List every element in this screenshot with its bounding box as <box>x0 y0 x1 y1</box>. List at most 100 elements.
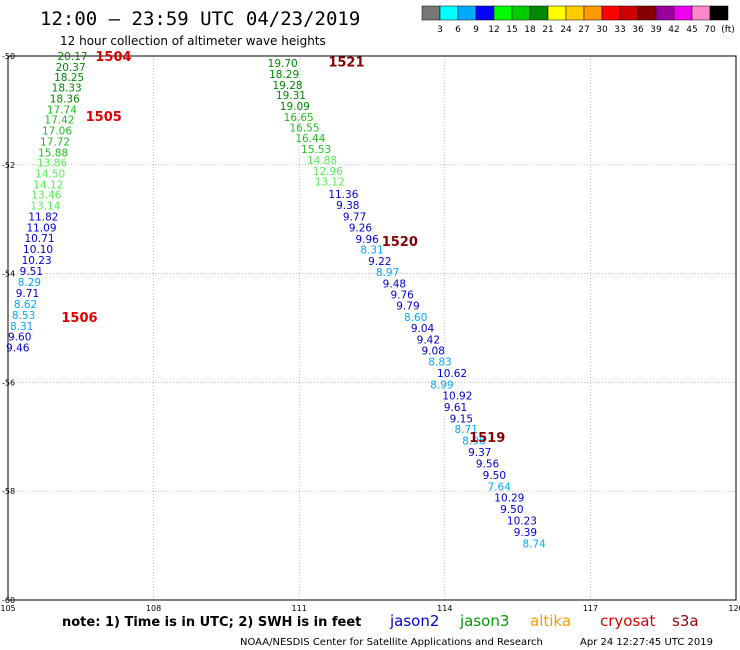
colorbar-label: 39 <box>650 25 662 35</box>
pass-label: 1519 <box>469 431 505 446</box>
wave-height-point: 18.33 <box>52 83 82 95</box>
x-tick-label: 117 <box>583 604 598 613</box>
colorbar-label: 70 <box>704 25 716 35</box>
wave-height-point: 9.46 <box>6 343 30 355</box>
x-tick-label: 120 <box>728 604 740 613</box>
colorbar-label: 27 <box>578 25 589 35</box>
colorbar-label: 9 <box>473 25 479 35</box>
colorbar-legend: 3 6 9 12 15 18 21 24 27 30 33 36 39 42 45 70 (ft) <box>421 5 735 35</box>
colorbar-label: 12 <box>488 25 499 35</box>
satellite-legend-item: cryosat <box>600 612 655 630</box>
wave-height-point: 9.77 <box>343 211 366 223</box>
wave-height-point: 9.56 <box>476 458 500 470</box>
colorbar-swatch <box>691 5 711 21</box>
wave-height-point: 8.31 <box>10 321 33 333</box>
wave-height-point: 9.08 <box>422 345 445 357</box>
colorbar-swatch <box>475 5 495 21</box>
colorbar-swatch <box>655 5 675 21</box>
satellite-legend-item: altika <box>530 612 571 630</box>
wave-height-point: 10.62 <box>437 368 467 380</box>
x-tick-label: 114 <box>437 604 452 613</box>
wave-height-point: 16.65 <box>284 112 314 124</box>
wave-height-point: 9.48 <box>383 278 406 290</box>
wave-height-point: 9.51 <box>20 266 43 278</box>
colorbar-swatch <box>601 5 621 21</box>
wave-height-point: 9.60 <box>8 332 31 344</box>
wave-height-point: 15.88 <box>38 147 68 159</box>
footer-credit: NOAA/NESDIS Center for Satellite Applica… <box>240 637 543 648</box>
wave-height-point: 17.74 <box>47 104 77 116</box>
wave-height-point: 13.46 <box>31 190 61 202</box>
colorbar-label: 24 <box>560 25 572 35</box>
wave-height-point: 10.23 <box>22 255 52 267</box>
footer-note: note: 1) Time is in UTC; 2) SWH is in fe… <box>62 615 361 630</box>
wave-height-point: 8.71 <box>455 424 478 436</box>
colorbar-swatch <box>637 5 657 21</box>
colorbar-swatch <box>709 5 729 21</box>
colorbar-swatch <box>547 5 567 21</box>
colorbar-label: 45 <box>686 25 697 35</box>
wave-height-point: 10.29 <box>494 493 524 505</box>
colorbar-swatch <box>511 5 531 21</box>
wave-height-point: 13.14 <box>30 201 60 213</box>
wave-height-point: 8.74 <box>522 538 546 550</box>
satellite-legend: jason2 jason3 altika cryosat s3a <box>389 612 699 630</box>
colorbar-swatch <box>619 5 639 21</box>
satellite-legend-item: jason2 <box>389 612 439 630</box>
wave-height-point: 9.22 <box>368 256 391 268</box>
wave-height-point: 16.44 <box>295 133 325 145</box>
wave-height-point: 18.29 <box>269 69 299 81</box>
data-points: 20.1720.3718.2518.3318.3617.7417.4217.06… <box>6 51 546 550</box>
wave-height-point: 14.88 <box>307 155 337 167</box>
y-tick-label: -52 <box>2 161 15 170</box>
chart-subtitle: 12 hour collection of altimeter wave hei… <box>60 34 326 48</box>
colorbar-label: 21 <box>542 25 553 35</box>
wave-height-point: 10.10 <box>23 244 53 256</box>
wave-height-point: 8.53 <box>12 310 35 322</box>
wave-height-point: 8.97 <box>376 267 399 279</box>
wave-height-point: 9.42 <box>417 334 440 346</box>
y-tick-label: -58 <box>2 487 15 496</box>
colorbar-swatch <box>493 5 513 21</box>
x-tick-label: 105 <box>0 604 15 613</box>
chart-title: 12:00 – 23:59 UTC 04/23/2019 <box>40 8 360 30</box>
wave-height-point: 10.71 <box>25 233 55 245</box>
wave-height-point: 8.99 <box>430 380 453 392</box>
wave-height-point: 17.06 <box>42 126 72 138</box>
y-tick-label: -60 <box>2 596 15 605</box>
wave-height-point: 9.50 <box>500 504 523 516</box>
plot-frame <box>7 55 737 601</box>
wave-height-point: 17.72 <box>40 136 70 148</box>
wave-height-point: 11.82 <box>28 211 58 223</box>
wave-height-point: 20.37 <box>56 62 86 74</box>
wave-height-point: 8.83 <box>428 357 451 369</box>
wave-height-point: 11.36 <box>328 189 358 201</box>
colorbar-label: (ft) <box>721 25 735 35</box>
wave-height-point: 9.04 <box>411 323 435 335</box>
colorbar-label: 30 <box>596 25 608 35</box>
axes-ticks: 105 108 111 114 117 120 -50 -52 -54 -56 -58 -60 <box>0 52 740 613</box>
wave-height-point: 19.28 <box>273 80 303 92</box>
wave-height-point: 15.53 <box>301 144 331 156</box>
y-tick-label: -50 <box>2 52 15 61</box>
wave-height-point: 12.96 <box>313 166 343 178</box>
wave-height-point: 14.12 <box>33 179 63 191</box>
wave-height-point: 9.50 <box>483 470 506 482</box>
colorbar-label: 33 <box>614 25 625 35</box>
wave-height-point: 8.31 <box>360 245 383 257</box>
wave-height-point: 13.12 <box>315 177 345 189</box>
wave-height-point: 9.39 <box>514 527 537 539</box>
x-tick-label: 108 <box>146 604 161 613</box>
wave-height-point: 20.17 <box>58 51 88 63</box>
wave-height-point: 18.36 <box>50 93 80 105</box>
wave-height-point: 8.29 <box>18 277 41 289</box>
pass-label: 1505 <box>86 110 122 125</box>
wave-height-point: 17.42 <box>44 115 74 127</box>
wave-height-point: 10.23 <box>507 516 537 528</box>
pass-label: 1521 <box>328 55 364 70</box>
wave-height-point: 9.15 <box>450 413 473 425</box>
x-tick-label: 111 <box>292 604 307 613</box>
wave-height-point: 9.79 <box>396 301 419 313</box>
wave-height-point: 8.62 <box>14 299 37 311</box>
